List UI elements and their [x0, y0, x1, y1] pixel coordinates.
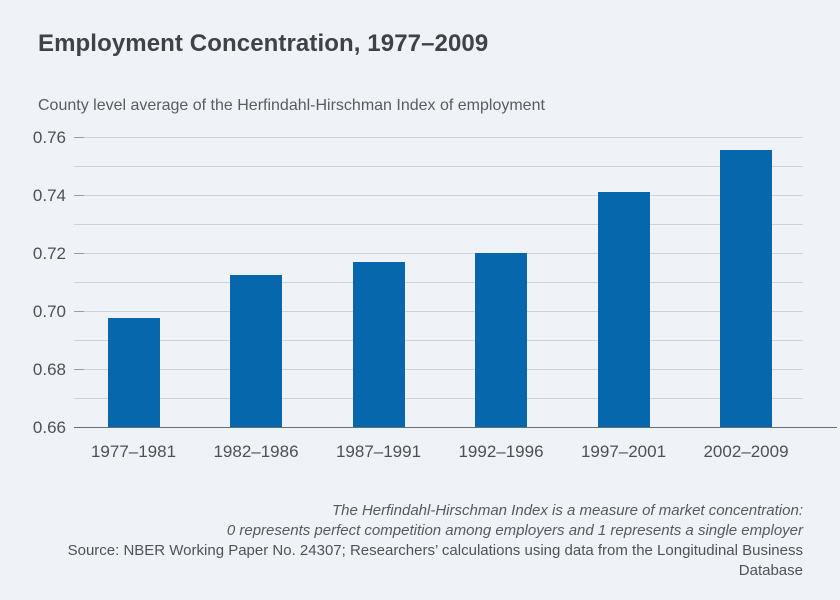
x-axis-label: 1982–1986 [213, 442, 299, 461]
gridline [74, 166, 803, 167]
y-axis-tick [74, 311, 84, 312]
y-axis-tick [74, 253, 84, 254]
x-axis-label: 1992–1996 [458, 442, 544, 461]
gridline [74, 398, 803, 399]
chart-subtitle: County level average of the Herfindahl-H… [38, 97, 545, 114]
gridline [74, 282, 803, 283]
chart-title: Employment Concentration, 1977–2009 [38, 30, 489, 57]
bar-1987–1991 [352, 261, 405, 427]
gridline [74, 137, 803, 138]
gridline [74, 224, 803, 225]
footnote-line-1: The Herfindahl-Hirschman Index is a meas… [331, 502, 803, 519]
bar-2002–2009 [720, 150, 772, 427]
chart-footer: The Herfindahl-Hirschman Index is a meas… [0, 501, 803, 581]
bar-1992–1996 [475, 253, 527, 427]
y-axis-label: 0.72 [32, 244, 66, 263]
gridline [74, 253, 803, 254]
x-axis-label: 1997–2001 [580, 442, 667, 461]
gridline [74, 340, 803, 341]
y-axis-label: 0.66 [32, 418, 66, 437]
bar-1977–1981 [107, 318, 160, 427]
y-axis-label: 0.74 [32, 186, 66, 205]
x-axis-label: 2002–2009 [703, 442, 789, 461]
x-axis-label: 1987–1991 [335, 442, 422, 461]
y-axis-label: 0.70 [32, 302, 66, 321]
y-axis-tick [74, 195, 84, 196]
x-axis-line [74, 427, 837, 428]
footnote-line-2: 0 represents perfect competition among e… [226, 522, 803, 539]
gridline [74, 195, 803, 196]
y-axis-label: 0.76 [32, 128, 66, 147]
gridline [74, 311, 803, 312]
gridline [74, 369, 803, 370]
x-axis-label: 1977–1981 [90, 442, 177, 461]
bar-1997–2001 [597, 192, 650, 427]
y-axis-tick [74, 137, 84, 138]
bar-1982–1986 [230, 274, 282, 427]
source-line: Source: NBER Working Paper No. 24307; Re… [67, 542, 803, 579]
y-axis-label: 0.68 [32, 360, 66, 379]
y-axis-tick [74, 369, 84, 370]
